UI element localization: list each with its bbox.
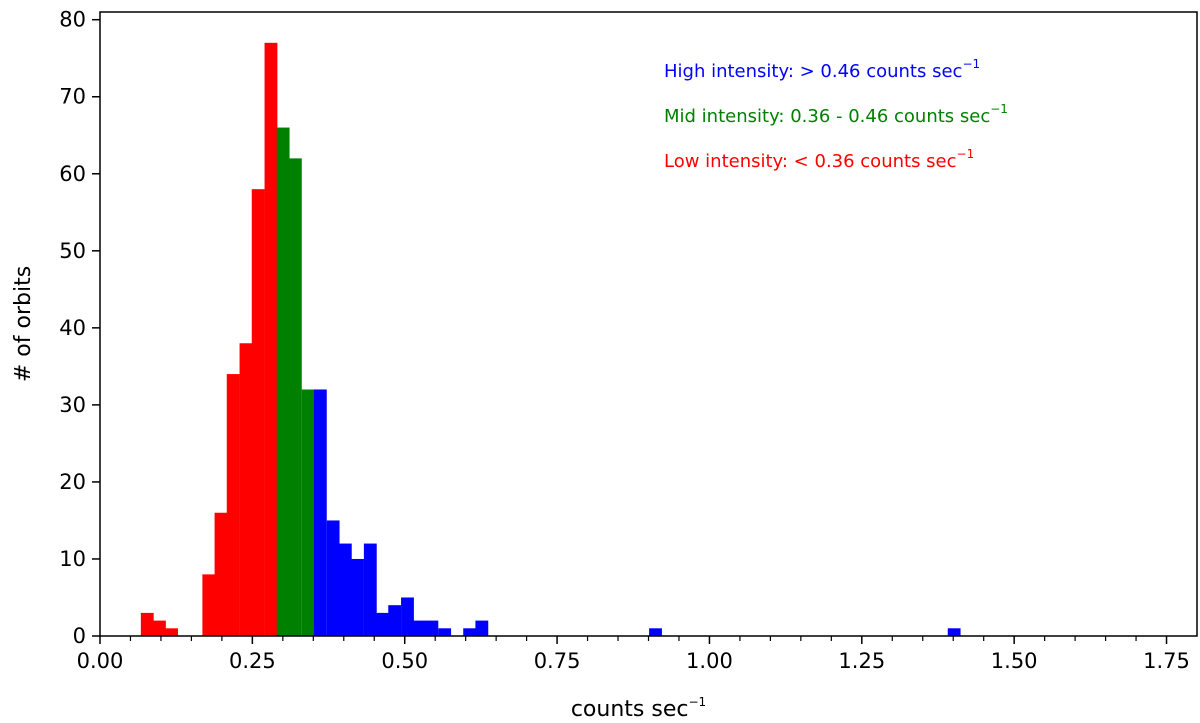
y-tick-label: 30 — [59, 393, 86, 417]
bar-mid-intensity-0 — [276, 127, 290, 637]
bar-high-intensity-7 — [401, 597, 414, 636]
bar-high-intensity-6 — [388, 605, 402, 636]
histogram-bars — [140, 42, 961, 637]
x-axis-label: counts sec−1 — [571, 695, 706, 722]
x-tick-label: 1.25 — [838, 649, 885, 673]
x-axis-label-text: counts sec — [571, 697, 689, 722]
bar-low-intensity-6 — [239, 343, 253, 636]
legend-low-intensity: Low intensity: < 0.36 counts sec−1 — [664, 147, 974, 172]
legend-low-sup: −1 — [957, 147, 975, 161]
x-axis-label-superscript: −1 — [688, 695, 706, 709]
bar-low-intensity-8 — [264, 42, 278, 636]
bar-low-intensity-0 — [140, 612, 154, 636]
bar-high-intensity-10 — [438, 628, 452, 636]
x-tick-label: 0.00 — [77, 649, 124, 673]
bar-low-intensity-1 — [153, 620, 166, 636]
bar-high-intensity-13 — [649, 628, 662, 636]
y-tick-label: 70 — [59, 85, 86, 109]
bar-low-intensity-2 — [165, 628, 179, 636]
y-tick-label: 20 — [59, 470, 86, 494]
bar-high-intensity-4 — [363, 543, 377, 636]
y-tick-label: 40 — [59, 316, 86, 340]
x-tick-label: 0.50 — [381, 649, 428, 673]
bar-low-intensity-7 — [251, 189, 265, 636]
bar-low-intensity-3 — [202, 574, 216, 636]
bar-low-intensity-5 — [226, 374, 240, 636]
bar-mid-intensity-1 — [288, 158, 302, 637]
x-tick-label: 1.00 — [686, 649, 733, 673]
y-tick-label: 60 — [59, 162, 86, 186]
bar-high-intensity-0 — [313, 389, 327, 636]
y-axis-label: # of orbits — [11, 266, 36, 382]
y-tick-label: 50 — [59, 239, 86, 263]
y-tick-label: 80 — [59, 8, 86, 32]
bar-high-intensity-11 — [463, 628, 477, 636]
intensity-legend: High intensity: > 0.46 counts sec−1 Mid … — [664, 57, 1008, 172]
x-tick-label: 0.25 — [229, 649, 276, 673]
bar-high-intensity-12 — [475, 620, 489, 636]
x-axis: 0.00 0.25 0.50 0.75 1.00 1.25 1.50 1.75 — [77, 636, 1190, 673]
legend-low-text: Low intensity: < 0.36 counts sec — [664, 151, 957, 172]
bar-low-intensity-4 — [214, 512, 228, 636]
bar-high-intensity-1 — [326, 520, 340, 636]
bar-high-intensity-8 — [413, 620, 427, 636]
bar-mid-intensity-2 — [301, 389, 315, 636]
bar-high-intensity-2 — [338, 543, 352, 636]
legend-high-text: High intensity: > 0.46 counts sec — [664, 61, 962, 82]
bar-high-intensity-3 — [351, 558, 364, 636]
y-tick-label: 10 — [59, 547, 86, 571]
x-tick-label: 1.75 — [1143, 649, 1190, 673]
x-tick-label: 1.50 — [991, 649, 1038, 673]
legend-mid-intensity: Mid intensity: 0.36 - 0.46 counts sec−1 — [664, 102, 1008, 127]
bar-high-intensity-14 — [947, 628, 961, 636]
bar-high-intensity-9 — [425, 620, 439, 636]
x-tick-label: 0.75 — [534, 649, 581, 673]
legend-high-sup: −1 — [962, 57, 980, 71]
legend-high-intensity: High intensity: > 0.46 counts sec−1 — [664, 57, 980, 82]
legend-mid-sup: −1 — [990, 102, 1008, 116]
y-axis: 0 10 20 30 40 50 60 70 80 — [59, 8, 100, 648]
legend-mid-text: Mid intensity: 0.36 - 0.46 counts sec — [664, 106, 990, 127]
bar-high-intensity-5 — [376, 612, 389, 636]
y-tick-label: 0 — [73, 624, 86, 648]
